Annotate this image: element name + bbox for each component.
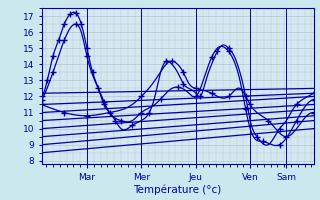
X-axis label: Température (°c): Température (°c) xyxy=(133,185,222,195)
